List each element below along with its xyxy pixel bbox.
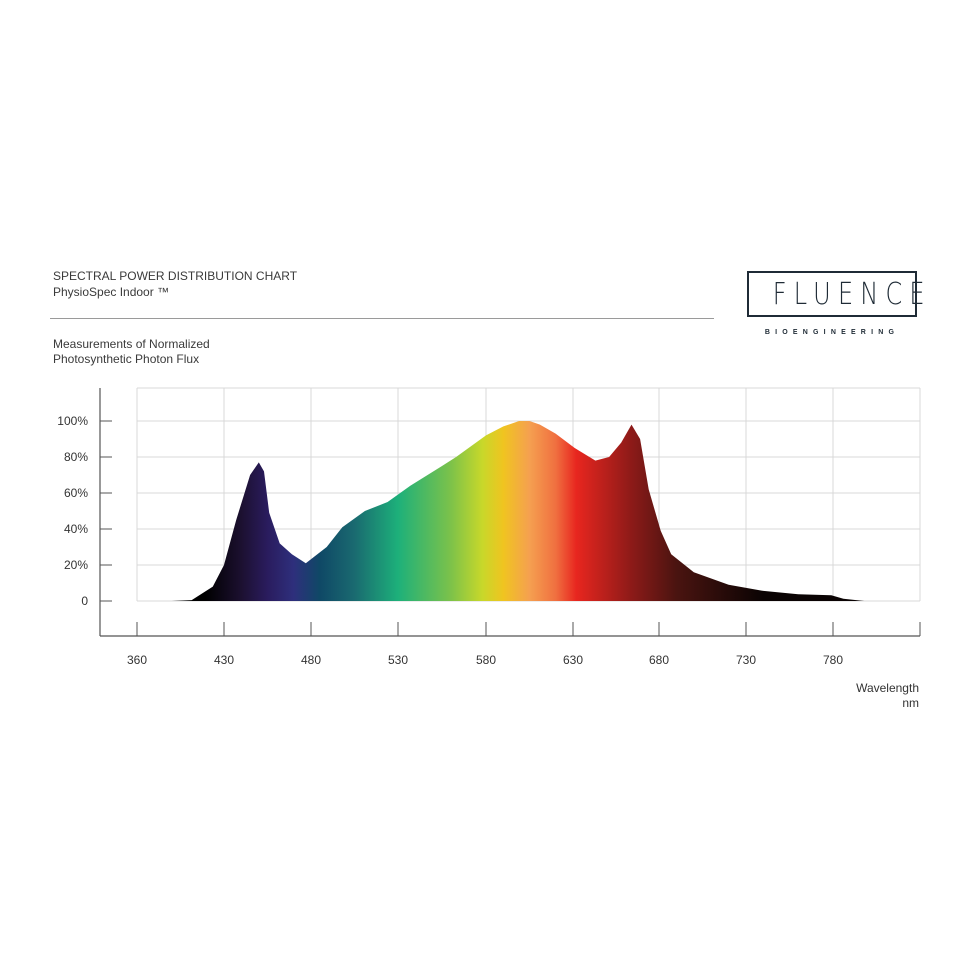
y-tick-label: 40% <box>64 522 88 536</box>
x-axis-title: Wavelength <box>856 681 919 695</box>
chart-subtitle: PhysioSpec Indoor ™ <box>53 285 170 299</box>
y-axis-title-line1: Measurements of Normalized <box>53 337 210 351</box>
tick-labels: 0 20% 40% 60% 80% 100% 360 430 480 530 580 630 680 73… <box>57 414 843 667</box>
logo-wordmark: FLUENCE <box>772 277 932 312</box>
axes <box>99 388 921 637</box>
y-tick-label: 60% <box>64 486 88 500</box>
chart-title: SPECTRAL POWER DISTRIBUTION CHART <box>53 269 298 283</box>
logo-tagline: BIOENGINEERING <box>764 329 900 336</box>
x-tick-label: 780 <box>823 653 843 667</box>
y-tick-label: 0 <box>81 594 88 608</box>
x-tick-label: 360 <box>127 653 147 667</box>
y-tick-label: 80% <box>64 450 88 464</box>
y-axis-title-line2: Photosynthetic Photon Flux <box>53 352 200 366</box>
x-tick-label: 480 <box>301 653 321 667</box>
y-tick-label: 100% <box>57 414 88 428</box>
x-tick-label: 630 <box>563 653 583 667</box>
x-tick-label: 730 <box>736 653 756 667</box>
x-tick-label: 430 <box>214 653 234 667</box>
spectrum-area <box>171 421 865 601</box>
fluence-logo: FLUENCE <box>747 271 932 317</box>
x-axis-unit: nm <box>902 696 919 710</box>
x-tick-label: 530 <box>388 653 408 667</box>
y-tick-label: 20% <box>64 558 88 572</box>
header-divider <box>50 318 714 319</box>
x-tick-label: 580 <box>476 653 496 667</box>
x-tick-label: 680 <box>649 653 669 667</box>
